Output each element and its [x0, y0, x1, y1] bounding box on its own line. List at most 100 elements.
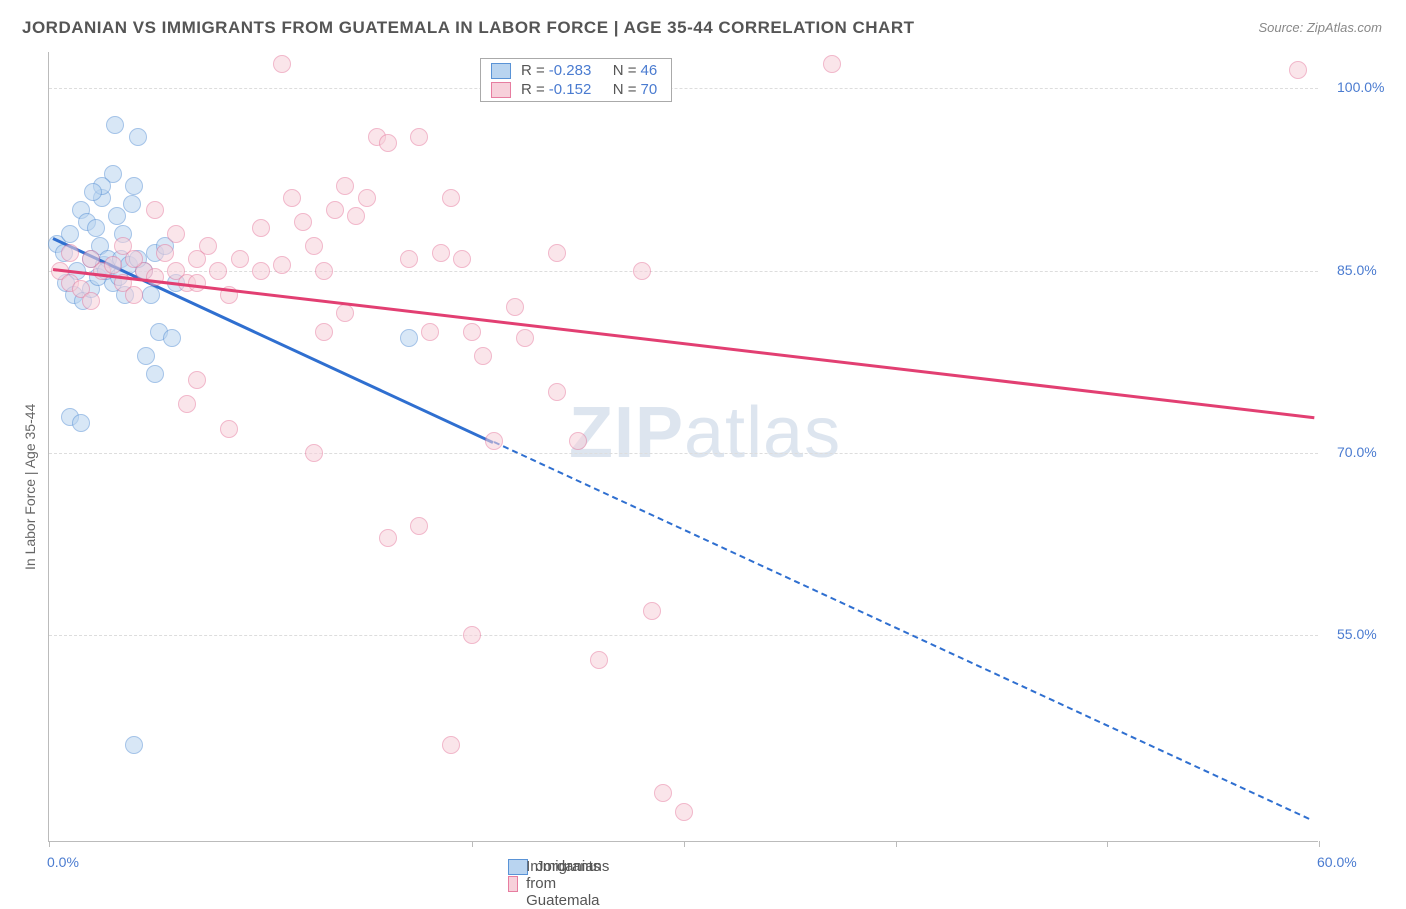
data-point-jordanians — [400, 329, 418, 347]
x-tick — [472, 841, 473, 847]
data-point-guatemala — [188, 274, 206, 292]
data-point-guatemala — [379, 134, 397, 152]
data-point-guatemala — [315, 262, 333, 280]
data-point-guatemala — [326, 201, 344, 219]
corr-n-value: 46 — [641, 62, 658, 79]
legend-label: Immigrants from Guatemala — [526, 858, 610, 909]
data-point-jordanians — [84, 183, 102, 201]
data-point-guatemala — [209, 262, 227, 280]
y-tick-label: 85.0% — [1337, 262, 1377, 278]
data-point-jordanians — [87, 219, 105, 237]
gridline — [49, 88, 1318, 89]
legend-item-guatemala: Immigrants from Guatemala — [508, 858, 610, 909]
data-point-guatemala — [400, 250, 418, 268]
data-point-guatemala — [590, 651, 608, 669]
source-label: Source: ZipAtlas.com — [1258, 20, 1382, 35]
watermark-rest: atlas — [684, 393, 841, 473]
data-point-guatemala — [283, 189, 301, 207]
data-point-guatemala — [569, 432, 587, 450]
data-point-jordanians — [146, 365, 164, 383]
source-prefix: Source: — [1258, 20, 1306, 35]
corr-r-label: R = — [521, 62, 545, 79]
data-point-guatemala — [305, 444, 323, 462]
data-point-guatemala — [453, 250, 471, 268]
data-point-guatemala — [178, 395, 196, 413]
data-point-jordanians — [106, 116, 124, 134]
data-point-guatemala — [167, 225, 185, 243]
data-point-guatemala — [675, 803, 693, 821]
data-point-guatemala — [410, 128, 428, 146]
corr-r-value: -0.152 — [549, 81, 609, 98]
data-point-jordanians — [108, 207, 126, 225]
data-point-guatemala — [336, 177, 354, 195]
data-point-guatemala — [506, 298, 524, 316]
corr-r-label: R = — [521, 81, 545, 98]
trend-line — [53, 268, 1315, 419]
data-point-jordanians — [123, 195, 141, 213]
data-point-guatemala — [463, 323, 481, 341]
data-point-guatemala — [633, 262, 651, 280]
data-point-guatemala — [485, 432, 503, 450]
data-point-guatemala — [421, 323, 439, 341]
data-point-guatemala — [305, 237, 323, 255]
y-tick-label: 100.0% — [1337, 79, 1384, 95]
data-point-guatemala — [336, 304, 354, 322]
data-point-guatemala — [347, 207, 365, 225]
corr-n-label: N = — [613, 81, 637, 98]
x-tick-label: 0.0% — [47, 854, 79, 870]
x-tick — [1319, 841, 1320, 847]
watermark-bold: ZIP — [569, 393, 684, 473]
x-tick — [1107, 841, 1108, 847]
data-point-guatemala — [463, 626, 481, 644]
corr-swatch — [491, 82, 511, 98]
data-point-guatemala — [410, 517, 428, 535]
data-point-guatemala — [188, 371, 206, 389]
data-point-guatemala — [82, 292, 100, 310]
data-point-guatemala — [516, 329, 534, 347]
data-point-guatemala — [1289, 61, 1307, 79]
data-point-guatemala — [643, 602, 661, 620]
corr-row-guatemala: R =-0.152N =70 — [481, 80, 671, 99]
data-point-guatemala — [252, 262, 270, 280]
data-point-jordanians — [61, 225, 79, 243]
data-point-jordanians — [129, 128, 147, 146]
correlation-box: R =-0.283N =46R =-0.152N =70 — [480, 58, 672, 102]
corr-row-jordanians: R =-0.283N =46 — [481, 61, 671, 80]
data-point-guatemala — [379, 529, 397, 547]
x-tick — [684, 841, 685, 847]
data-point-guatemala — [442, 736, 460, 754]
data-point-guatemala — [294, 213, 312, 231]
gridline — [49, 453, 1318, 454]
data-point-guatemala — [474, 347, 492, 365]
chart-title: JORDANIAN VS IMMIGRANTS FROM GUATEMALA I… — [22, 18, 915, 38]
data-point-jordanians — [72, 414, 90, 432]
trend-line — [493, 441, 1309, 820]
data-point-guatemala — [125, 250, 143, 268]
data-point-guatemala — [220, 420, 238, 438]
data-point-guatemala — [654, 784, 672, 802]
data-point-guatemala — [61, 244, 79, 262]
data-point-jordanians — [137, 347, 155, 365]
data-point-guatemala — [548, 244, 566, 262]
data-point-guatemala — [432, 244, 450, 262]
x-tick — [896, 841, 897, 847]
data-point-guatemala — [156, 244, 174, 262]
data-point-guatemala — [231, 250, 249, 268]
data-point-guatemala — [199, 237, 217, 255]
legend-swatch — [508, 876, 518, 892]
data-point-guatemala — [104, 256, 122, 274]
corr-n-label: N = — [613, 62, 637, 79]
y-axis-label: In Labor Force | Age 35-44 — [22, 404, 38, 570]
data-point-guatemala — [273, 55, 291, 73]
data-point-guatemala — [823, 55, 841, 73]
x-tick — [49, 841, 50, 847]
watermark: ZIPatlas — [569, 392, 841, 474]
data-point-guatemala — [125, 286, 143, 304]
data-point-jordanians — [163, 329, 181, 347]
data-point-guatemala — [315, 323, 333, 341]
y-tick-label: 55.0% — [1337, 626, 1377, 642]
plot-area: ZIPatlas 55.0%70.0%85.0%100.0%0.0%60.0% — [48, 52, 1318, 842]
corr-r-value: -0.283 — [549, 62, 609, 79]
corr-n-value: 70 — [641, 81, 658, 98]
data-point-guatemala — [358, 189, 376, 207]
